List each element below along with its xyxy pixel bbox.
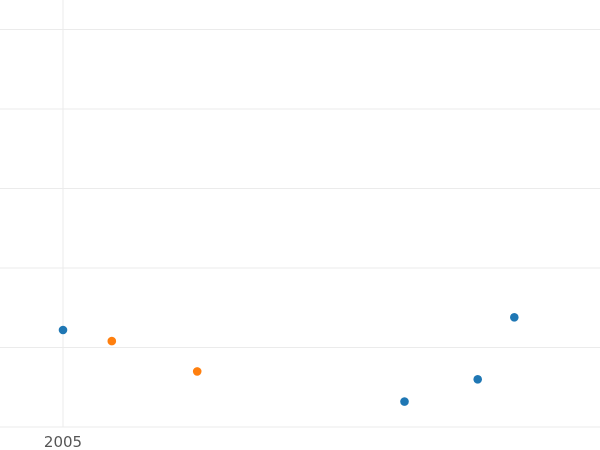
data-point bbox=[510, 313, 519, 322]
x-tick-label: 2005 bbox=[44, 433, 82, 450]
data-point bbox=[473, 375, 483, 384]
data-point bbox=[58, 325, 68, 335]
data-points bbox=[58, 313, 519, 406]
gridlines bbox=[0, 0, 600, 428]
data-point bbox=[107, 336, 117, 346]
x-axis-ticks: 20052010201520202025 bbox=[44, 433, 82, 450]
data-point bbox=[192, 367, 202, 376]
data-point bbox=[400, 397, 409, 406]
